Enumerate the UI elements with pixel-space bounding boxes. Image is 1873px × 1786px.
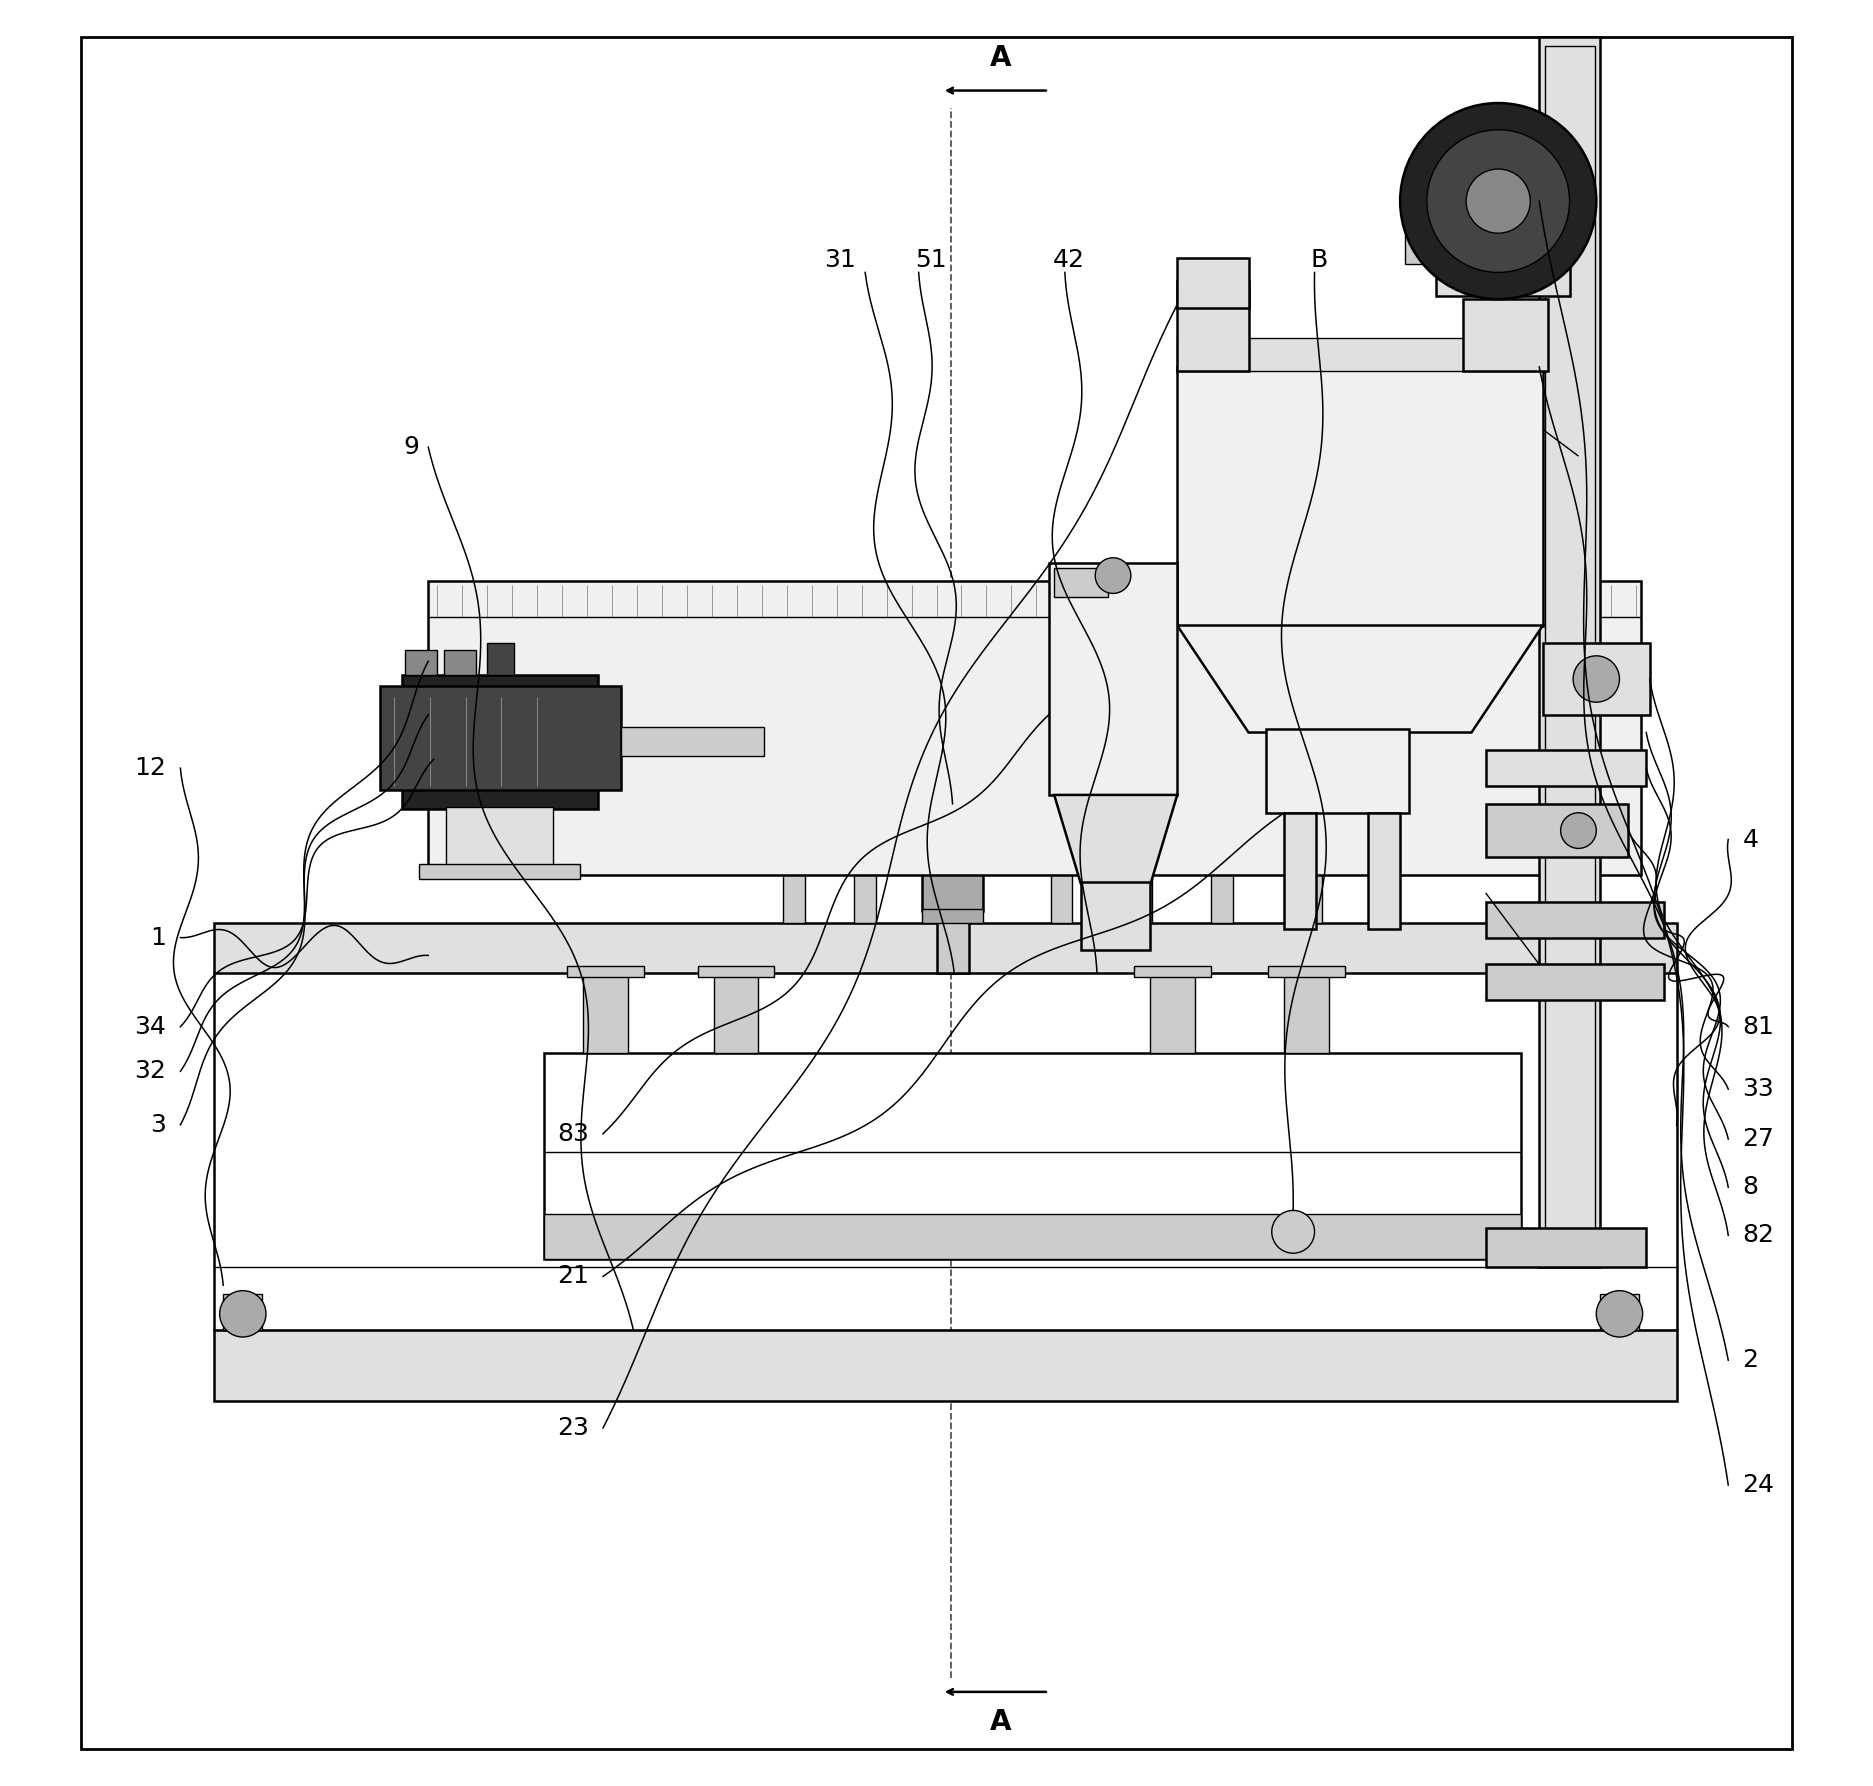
- Text: 33: 33: [1742, 1077, 1774, 1102]
- Bar: [568, 966, 644, 977]
- Polygon shape: [1054, 795, 1178, 884]
- Bar: [1054, 568, 1107, 597]
- Circle shape: [1467, 170, 1530, 234]
- Bar: [1485, 902, 1663, 938]
- Bar: [444, 650, 476, 675]
- Bar: [487, 643, 513, 675]
- Circle shape: [1573, 655, 1620, 702]
- Text: 83: 83: [556, 1122, 588, 1147]
- Text: 24: 24: [1742, 1473, 1774, 1497]
- Bar: [1268, 966, 1345, 977]
- Circle shape: [1596, 1291, 1643, 1338]
- Bar: [1367, 813, 1401, 929]
- Bar: [1049, 563, 1178, 795]
- Bar: [446, 807, 553, 875]
- Bar: [620, 727, 764, 755]
- Bar: [1600, 1295, 1639, 1331]
- Bar: [922, 861, 983, 911]
- Bar: [223, 1295, 262, 1331]
- Bar: [1135, 966, 1212, 977]
- Bar: [1543, 643, 1650, 714]
- Bar: [1405, 236, 1440, 264]
- Text: 23: 23: [556, 1416, 588, 1440]
- Bar: [1178, 282, 1249, 370]
- Text: 12: 12: [135, 755, 167, 780]
- Text: 42: 42: [1053, 248, 1084, 271]
- Bar: [697, 966, 774, 977]
- Bar: [1285, 973, 1328, 1054]
- Bar: [1150, 973, 1195, 1054]
- Bar: [922, 909, 983, 923]
- Text: 21: 21: [556, 1264, 588, 1288]
- Text: 82: 82: [1742, 1223, 1774, 1247]
- Bar: [1463, 300, 1549, 370]
- Bar: [783, 816, 805, 923]
- Bar: [583, 973, 627, 1054]
- Text: B: B: [1311, 248, 1328, 271]
- Bar: [1178, 338, 1543, 370]
- Text: 51: 51: [916, 248, 946, 271]
- Bar: [1485, 1229, 1646, 1268]
- Bar: [1131, 816, 1152, 923]
- Bar: [1266, 729, 1408, 813]
- Bar: [429, 580, 1641, 875]
- Text: 8: 8: [1742, 1175, 1759, 1198]
- Circle shape: [219, 1291, 266, 1338]
- Bar: [380, 686, 620, 789]
- Bar: [1545, 46, 1594, 1259]
- Text: 3: 3: [150, 1113, 167, 1138]
- Text: A: A: [991, 1707, 1011, 1736]
- Text: 34: 34: [135, 1014, 167, 1039]
- Bar: [1285, 813, 1317, 929]
- Text: 1: 1: [150, 925, 167, 950]
- Text: 27: 27: [1742, 1127, 1774, 1152]
- Text: 2: 2: [1742, 1348, 1759, 1372]
- Text: 4: 4: [1742, 827, 1759, 852]
- Bar: [1485, 804, 1628, 857]
- Text: 32: 32: [135, 1059, 167, 1084]
- Text: 9: 9: [403, 436, 420, 459]
- Bar: [1300, 816, 1322, 923]
- Bar: [1178, 366, 1543, 625]
- Bar: [545, 1054, 1521, 1259]
- Bar: [1081, 882, 1150, 950]
- Bar: [401, 675, 597, 809]
- Bar: [214, 923, 1676, 973]
- Bar: [545, 1214, 1521, 1259]
- Text: 81: 81: [1742, 1014, 1774, 1039]
- Text: A: A: [991, 45, 1011, 73]
- Circle shape: [1427, 130, 1570, 273]
- Bar: [1540, 38, 1600, 1268]
- Bar: [420, 864, 581, 879]
- Polygon shape: [1178, 625, 1543, 732]
- Bar: [1178, 259, 1249, 309]
- Circle shape: [1560, 813, 1596, 848]
- Bar: [936, 804, 968, 973]
- Bar: [1051, 816, 1071, 923]
- Bar: [1485, 964, 1663, 1000]
- Bar: [1437, 207, 1570, 296]
- Circle shape: [1401, 104, 1596, 300]
- Circle shape: [1096, 557, 1131, 593]
- Bar: [1485, 750, 1646, 786]
- Bar: [1212, 816, 1232, 923]
- Bar: [214, 1331, 1676, 1402]
- Bar: [854, 816, 877, 923]
- Circle shape: [1272, 1211, 1315, 1254]
- Bar: [714, 973, 759, 1054]
- Text: 31: 31: [824, 248, 856, 271]
- Bar: [405, 650, 436, 675]
